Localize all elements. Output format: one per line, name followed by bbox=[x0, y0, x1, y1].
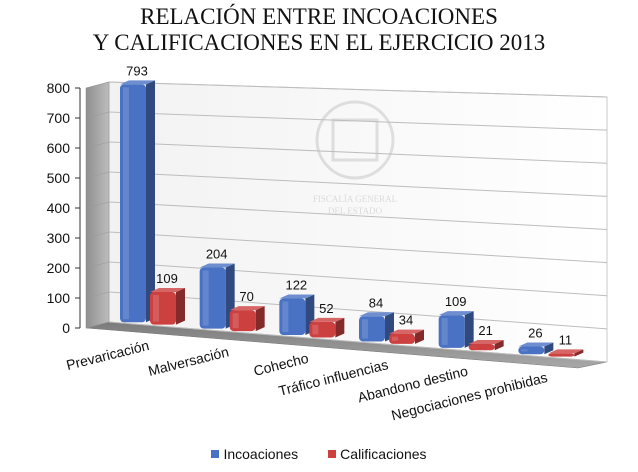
data-label-incoaciones-4: 84 bbox=[369, 295, 383, 310]
bar-top-incoaciones-4 bbox=[359, 312, 394, 317]
bar-side-calificaciones-6 bbox=[574, 349, 584, 357]
gridline-800 bbox=[108, 81, 608, 98]
gridline-400 bbox=[108, 201, 608, 230]
bar-highlight-incoaciones-6 bbox=[521, 349, 528, 352]
watermark-text-1: FISCALÍA GENERAL bbox=[313, 194, 397, 204]
legend: Incoaciones Calificaciones bbox=[0, 446, 638, 462]
ytick-label-600: 600 bbox=[47, 140, 71, 156]
bar-side-incoaciones-1 bbox=[146, 80, 155, 323]
data-label-calificaciones-5: 21 bbox=[478, 323, 492, 338]
side-gridline-600 bbox=[85, 141, 110, 149]
category-label-2: Malversación bbox=[146, 343, 230, 378]
bar-calificaciones-4 bbox=[389, 333, 415, 344]
bar-top-incoaciones-3 bbox=[279, 294, 315, 299]
bar-top-calificaciones-3 bbox=[309, 317, 345, 322]
bar-side-incoaciones-5 bbox=[464, 311, 474, 348]
bar-highlight-incoaciones-4 bbox=[362, 319, 368, 339]
data-label-incoaciones-6: 26 bbox=[528, 325, 542, 340]
side-gridline-500 bbox=[85, 171, 110, 179]
bar-highlight-calificaciones-1 bbox=[153, 294, 159, 322]
gridline-0 bbox=[108, 321, 608, 363]
gridline-100 bbox=[108, 291, 608, 330]
chart-title-line-2: Y CALIFICACIONES EN EL EJERCICIO 2013 bbox=[92, 30, 546, 55]
gridline-700 bbox=[108, 111, 608, 131]
side-gridline-300 bbox=[85, 231, 110, 239]
chart-plot: FISCALÍA GENERAL DEL ESTADO 793 109 Prevari… bbox=[47, 63, 608, 423]
legend-swatch-calificaciones bbox=[328, 450, 337, 458]
watermark: FISCALÍA GENERAL DEL ESTADO bbox=[313, 100, 397, 216]
side-gridline-0 bbox=[85, 321, 110, 329]
gridline-500 bbox=[108, 171, 608, 197]
bar-side-calificaciones-2 bbox=[255, 306, 265, 332]
side-gridline-400 bbox=[85, 201, 110, 209]
bar-top-incoaciones-1 bbox=[120, 80, 155, 85]
bar-highlight-incoaciones-3 bbox=[282, 301, 289, 333]
data-label-calificaciones-4: 34 bbox=[399, 313, 413, 328]
ytick-label-300: 300 bbox=[47, 230, 71, 246]
category-label-3: Cohecho bbox=[252, 350, 310, 379]
data-label-incoaciones-2: 204 bbox=[206, 246, 228, 261]
bar-top-incoaciones-5 bbox=[438, 311, 474, 316]
bar-top-calificaciones-2 bbox=[229, 306, 265, 311]
ytick-label-800: 800 bbox=[47, 80, 71, 96]
ytick-label-0: 0 bbox=[62, 320, 70, 336]
legend-item-calificaciones: Calificaciones bbox=[328, 446, 427, 462]
bar-side-calificaciones-1 bbox=[176, 287, 185, 325]
bar-top-calificaciones-6 bbox=[548, 349, 584, 354]
side-gridline-200 bbox=[85, 261, 110, 269]
bar-calificaciones-6 bbox=[548, 353, 575, 357]
bar-highlight-incoaciones-1 bbox=[123, 87, 129, 320]
side-gridline-800 bbox=[85, 81, 110, 89]
legend-label-incoaciones: Incoaciones bbox=[223, 446, 299, 462]
ytick-label-700: 700 bbox=[47, 110, 71, 126]
bar-highlight-incoaciones-5 bbox=[441, 318, 448, 345]
gridline-200 bbox=[108, 261, 608, 297]
legend-item-incoaciones: Incoaciones bbox=[211, 446, 298, 462]
data-label-incoaciones-3: 122 bbox=[285, 277, 307, 292]
ytick-label-500: 500 bbox=[47, 170, 71, 186]
data-label-calificaciones-2: 70 bbox=[239, 289, 253, 304]
gridline-300 bbox=[108, 231, 608, 264]
chart-title-line-1: RELACIÓN ENTRE INCOACIONES bbox=[140, 4, 498, 29]
data-label-incoaciones-1: 793 bbox=[126, 63, 148, 78]
bar-top-calificaciones-4 bbox=[389, 329, 424, 334]
side-gridline-100 bbox=[85, 291, 110, 299]
bar-top-calificaciones-5 bbox=[468, 339, 504, 344]
bar-highlight-calificaciones-2 bbox=[232, 313, 239, 329]
watermark-shield bbox=[331, 118, 379, 162]
watermark-seal bbox=[315, 100, 395, 180]
bar-calificaciones-5 bbox=[468, 343, 495, 351]
bar-side-calificaciones-3 bbox=[335, 317, 345, 338]
bar-highlight-calificaciones-3 bbox=[312, 324, 319, 335]
ytick-label-100: 100 bbox=[47, 290, 71, 306]
legend-swatch-incoaciones bbox=[211, 450, 220, 458]
gridline-600 bbox=[108, 141, 608, 164]
bar-highlight-incoaciones-2 bbox=[202, 270, 209, 326]
data-label-calificaciones-1: 109 bbox=[156, 271, 178, 286]
bar-top-incoaciones-6 bbox=[518, 342, 554, 347]
bar-highlight-calificaciones-4 bbox=[392, 336, 398, 341]
data-label-incoaciones-5: 109 bbox=[445, 294, 467, 309]
ytick-label-400: 400 bbox=[47, 200, 71, 216]
chart-title: RELACIÓN ENTRE INCOACIONES Y CALIFICACIO… bbox=[0, 4, 638, 56]
bar-side-calificaciones-5 bbox=[494, 339, 504, 351]
watermark-text-2: DEL ESTADO bbox=[328, 206, 383, 216]
bar-top-incoaciones-2 bbox=[199, 263, 235, 268]
category-label-1: Prevaricación bbox=[65, 337, 151, 373]
bar-top-calificaciones-1 bbox=[150, 287, 185, 292]
bar-side-calificaciones-4 bbox=[415, 329, 424, 344]
legend-label-calificaciones: Calificaciones bbox=[340, 446, 427, 462]
data-label-calificaciones-6: 11 bbox=[559, 332, 573, 347]
side-gridline-700 bbox=[85, 111, 110, 119]
bar-incoaciones-6 bbox=[518, 346, 545, 355]
data-label-calificaciones-3: 52 bbox=[319, 301, 333, 316]
ytick-label-200: 200 bbox=[47, 260, 71, 276]
bar-side-incoaciones-6 bbox=[544, 342, 554, 355]
